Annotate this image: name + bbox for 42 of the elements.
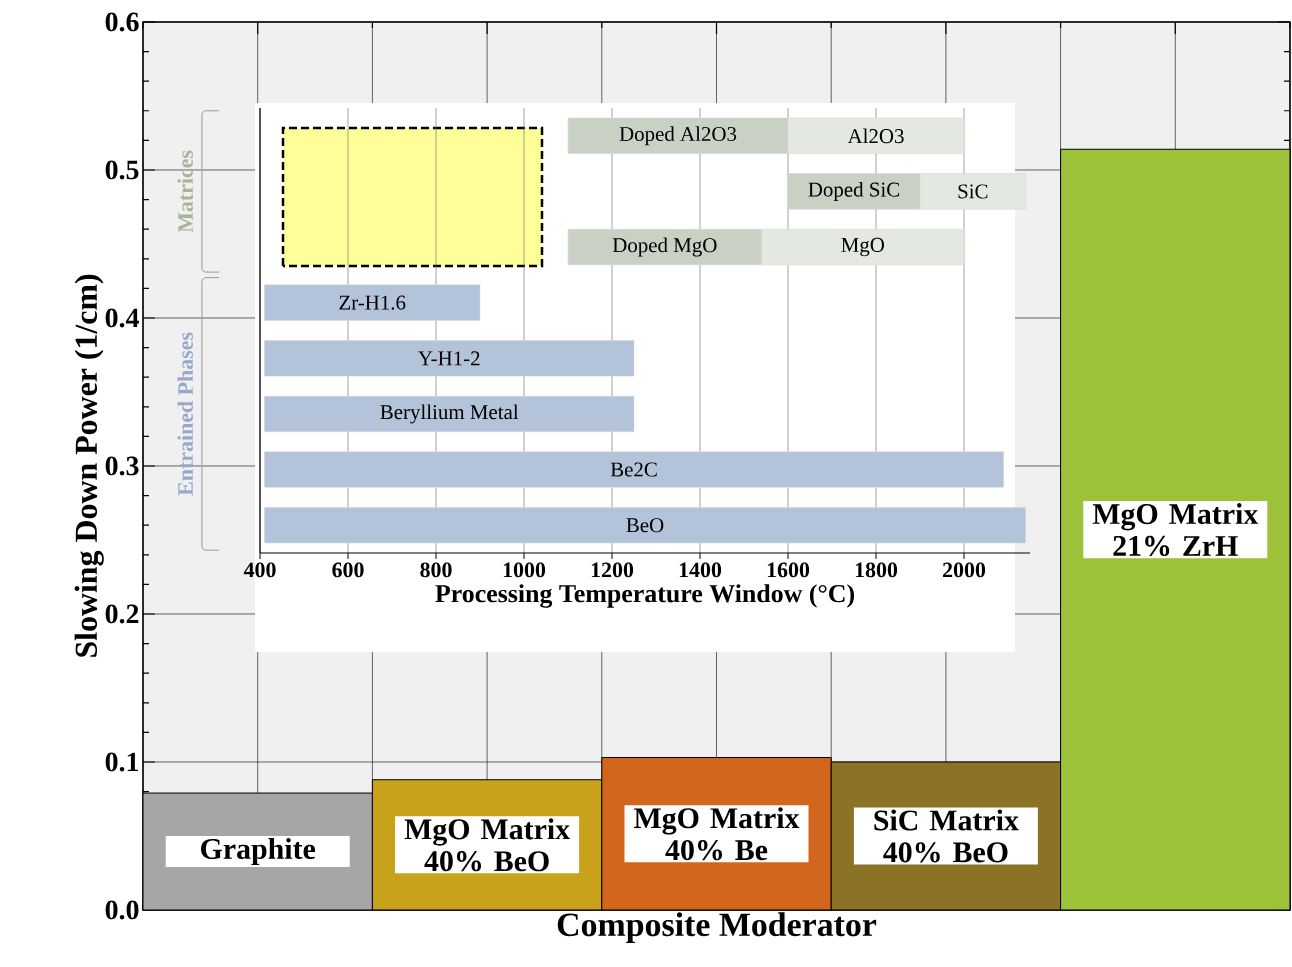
data-label: BeO <box>626 518 664 533</box>
x-tick-label: 2000 <box>943 562 986 578</box>
bar <box>264 507 1026 544</box>
y-tick-label: 0.0 <box>105 900 139 920</box>
bar <box>264 451 1004 488</box>
bar <box>264 340 635 377</box>
data-label: SiC <box>958 184 988 199</box>
data-label: Doped MgO <box>612 237 717 257</box>
x-tick-label: 1000 <box>503 562 546 578</box>
x-tick-label: MgO Matrix 40% BeO <box>404 818 570 872</box>
annotation: Matrices <box>177 150 193 233</box>
data-label: MgO <box>841 237 885 257</box>
x-tick-label: 800 <box>420 562 452 578</box>
x-tick-label: Graphite <box>201 837 316 866</box>
x-axis-title: Processing Temperature Window (°C) <box>435 584 854 608</box>
bar <box>264 395 635 433</box>
data-label: Doped SiC <box>808 181 900 201</box>
data-label: Y-H1-2 <box>418 351 480 366</box>
data-label: Zr-H1.6 <box>339 295 406 310</box>
x-tick-label: 400 <box>243 562 276 578</box>
annotation: Entrained Phases <box>177 332 193 496</box>
data-label: Be2C <box>610 462 657 477</box>
data-label: Al2O3 <box>847 128 904 144</box>
x-tick-label: SiC Matrix 40% BeO <box>874 809 1019 863</box>
x-tick-label: 1600 <box>767 562 810 578</box>
y-tick-label: 0.5 <box>105 160 139 180</box>
y-tick-label: 0.4 <box>105 308 139 328</box>
x-tick-label: 1200 <box>591 562 634 578</box>
y-tick-label: 0.2 <box>105 604 139 624</box>
x-tick-label: 1800 <box>855 562 898 578</box>
data-label: Doped Al2O3 <box>619 126 737 146</box>
x-tick-label: 1400 <box>679 562 722 578</box>
y-axis-title: Slowing Down Power (1/cm) <box>74 274 104 657</box>
x-axis-title: Composite Moderator <box>557 912 877 944</box>
y-tick-label: 0.3 <box>105 456 139 476</box>
x-tick-label: MgO Matrix 21% ZrH <box>1092 503 1259 557</box>
y-tick-label: 0.6 <box>105 12 139 32</box>
data-label: Beryllium Metal <box>380 404 519 424</box>
bar <box>264 284 481 321</box>
y-tick-label: 0.1 <box>105 752 139 772</box>
x-tick-label: 600 <box>332 562 364 578</box>
x-tick-label: MgO Matrix 40% Be <box>634 807 800 861</box>
